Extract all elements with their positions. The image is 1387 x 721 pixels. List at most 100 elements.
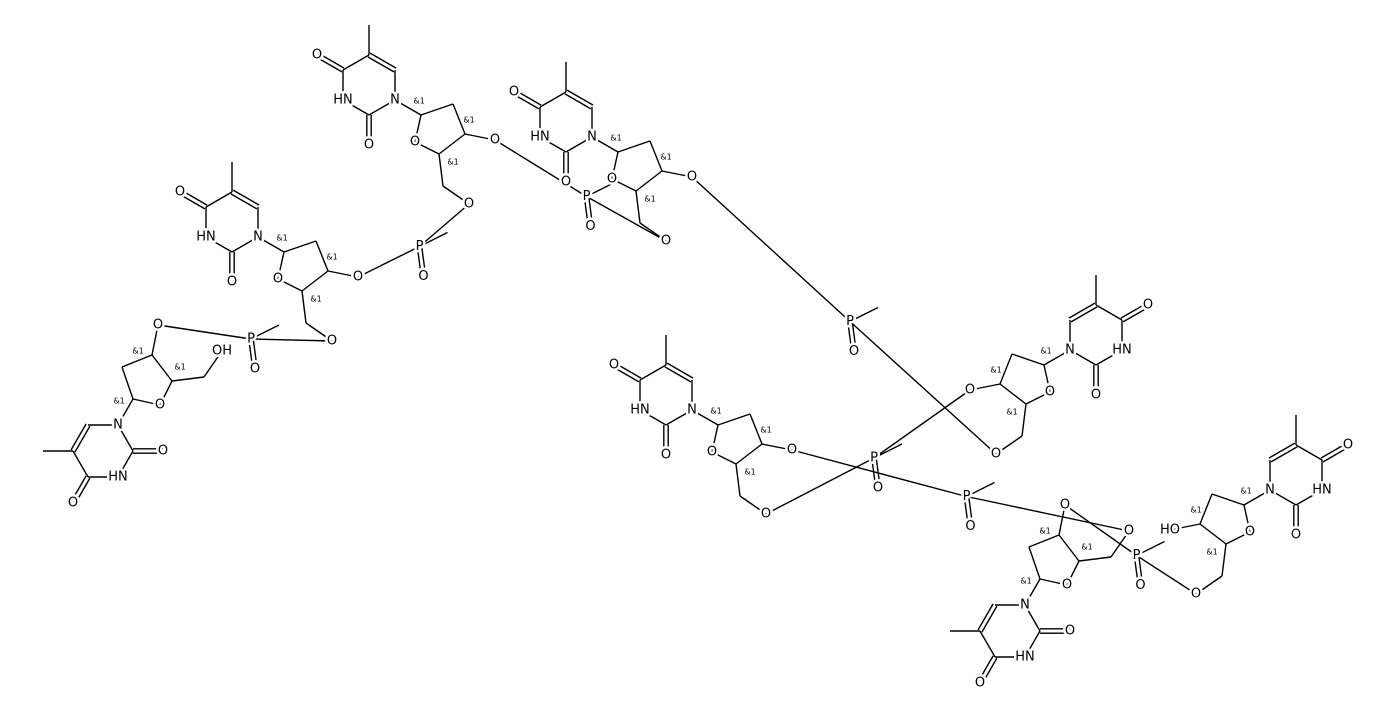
atom-label: O [1143,298,1153,313]
bond [1199,523,1227,545]
atom-label: P [846,314,854,329]
bond [969,383,1001,391]
bond [1270,446,1298,463]
stereo-label: &1 [660,153,671,162]
stereo-label: &1 [644,195,655,204]
bond [1211,493,1245,506]
bond [178,193,206,210]
bond [1024,604,1041,632]
bond [315,240,329,272]
bond [1169,523,1201,531]
stereo-label: &1 [710,407,721,416]
bond [1243,504,1251,533]
bond [1028,534,1060,548]
bond [999,353,1013,385]
bond [327,270,359,278]
atom-label: HN [630,403,650,418]
atom-label: HO [1160,523,1180,538]
bond [1199,493,1213,525]
stereo-label: &1 [744,468,755,477]
bond [1322,446,1350,463]
atom-label: N [1065,343,1075,358]
bond [981,605,998,633]
bond [205,236,233,253]
bond [342,99,370,116]
bond [1095,349,1123,366]
bond [661,170,693,178]
atom-label: O [68,496,78,511]
bond [1120,302,1148,319]
bond [419,231,448,248]
atom-label: P [583,189,591,204]
bond [977,603,994,631]
bond [691,176,851,323]
stereo-label: &1 [1081,543,1092,552]
atom-label: O [1291,528,1301,543]
bond [419,203,470,248]
bond [1269,489,1297,506]
bond [369,52,397,69]
bond [438,153,444,187]
atom-label: O [418,269,428,284]
atom-label: O [227,275,237,290]
bond [995,435,1023,455]
bond [999,383,1027,405]
bond [1058,504,1066,536]
bond [977,655,994,683]
bond [791,449,967,498]
atom-label: O [1343,438,1353,453]
bond [250,324,280,340]
bond [851,321,857,352]
atom-label: N [1020,598,1030,613]
atom-label: O [509,85,519,100]
atom-label: O [364,138,374,153]
atom-label: P [416,239,424,254]
bond [649,140,663,172]
atom-label: O [661,234,671,249]
bond [70,423,87,451]
bond [564,93,592,110]
bond [1028,546,1041,580]
atom-label: O [1245,525,1255,540]
bond [566,89,594,106]
atom-label: O [1062,578,1072,593]
bond [1295,489,1323,506]
bond [514,89,542,106]
bond [586,195,667,242]
atom-label: O [609,358,619,373]
stereo-label: &1 [1206,548,1217,557]
bond [1320,442,1348,459]
atom-label: O [327,334,337,349]
bond [277,251,285,280]
bond [1195,575,1223,595]
bond [1066,560,1080,586]
bond [1078,556,1112,562]
atom-label: O [965,519,975,534]
atom-label: N [687,403,697,418]
atom-labels: OHNONO&1&1&1OHOOHNONO&1&1&1OOOHNONO&1&1&… [65,45,1355,693]
bond [583,196,590,227]
bond [1043,364,1051,393]
atom-label: O [1135,578,1145,593]
bond [617,140,651,153]
bond [635,170,663,192]
atom-label: O [155,398,165,413]
bond [981,657,998,685]
atom-label: O [561,175,571,190]
stereo-label: &1 [610,134,621,143]
atom-label: O [490,133,500,148]
bond [117,450,134,478]
bond [117,398,134,426]
bond [1058,534,1080,562]
bond [414,114,422,143]
bond [512,93,540,110]
bond [871,458,877,489]
atom-label: HN [1312,483,1332,498]
bond [394,99,422,116]
bond [305,322,333,342]
bond [749,413,763,445]
bond [591,136,619,153]
bond [231,236,259,253]
stereo-label: &1 [413,97,424,106]
bond [74,477,91,505]
